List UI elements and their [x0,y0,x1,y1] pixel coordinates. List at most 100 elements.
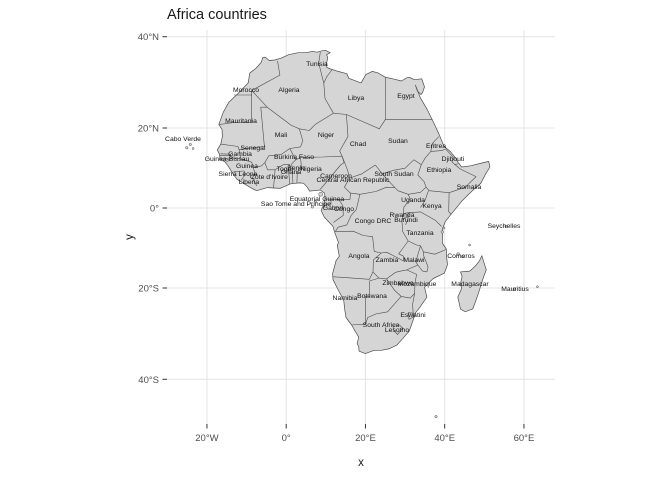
country-border [332,271,380,280]
island [512,287,517,292]
country-label: Uganda [401,197,425,204]
country-label: Madagascar [451,281,489,288]
country-label: Congo DRC [355,218,392,225]
country-label: Rwanda [390,212,415,219]
country-border [412,293,415,318]
country-label: Burundi [394,217,418,224]
country-border [406,264,418,271]
island [318,192,323,197]
country-border [240,158,254,168]
country-border [372,252,382,272]
country-border [296,157,302,183]
country-label: Senegal [241,145,266,152]
country-label: Equatorial Guinea [290,196,345,203]
country-border [324,193,351,200]
y-tick-label: 0° [150,204,159,215]
country-border [289,128,304,149]
country-border [365,277,379,325]
country-label: Central African Republic [317,177,391,184]
country-border [320,156,345,190]
country-label: Eritrea [426,143,446,150]
country-border [344,177,360,195]
country-label: Tanzania [406,230,433,237]
country-border [333,199,344,223]
country-label: Kenya [422,203,441,210]
axis-tick-marks [162,36,525,429]
country-label: Djibouti [442,156,465,163]
island [191,147,195,150]
plot-title: Africa countries [167,7,267,23]
country-border [375,164,383,174]
country-label: Somalia [457,184,482,191]
island [434,415,438,419]
country-label: South Sudan [374,171,414,178]
country-border [318,52,325,84]
country-border [251,177,258,187]
country-border [291,159,296,184]
country-label: Liberia [239,179,260,186]
country-border [219,157,232,160]
country-label: Malawi [403,257,425,264]
country-border [423,251,429,272]
country-label: Burkina Faso [274,154,314,161]
country-border [323,69,334,114]
island [504,224,508,228]
country-label: Sao Tome and Principe [261,201,331,208]
country-label: Ethiopia [427,167,452,174]
country-border [274,164,290,171]
country-label: Seychelles [488,223,521,230]
x-tick-label: 20°W [195,433,218,444]
country-labels: Tunisia Morocco Algeria Libya Egypt Mauritani… [165,61,529,334]
y-tick-label: 40°N [138,32,159,43]
country-border [220,106,268,150]
country-label: Sudan [388,138,408,145]
country-label: Lesotho [385,327,409,334]
country-label: Mauritius [501,286,529,293]
country-border [448,192,452,215]
country-border [378,277,387,280]
country-label: Libya [348,95,364,102]
country-label: Gambia [228,151,252,158]
country-border [335,194,361,232]
y-axis-title: y [124,234,136,240]
country-label: Congo [334,206,354,213]
country-label: Namibia [333,295,358,302]
country-label: Nigeria [300,166,322,173]
country-label: Tunisia [306,61,328,68]
country-border [408,240,447,255]
country-label: Zimbabwe [382,280,414,287]
country-border [273,169,276,189]
country-label: Gabon [323,205,344,212]
country-border [333,112,386,130]
country-label: Guinea [236,163,258,170]
country-label: Cameroon [320,173,352,180]
island [442,226,446,230]
country-label: Togo [277,166,292,173]
country-label: Chad [350,141,366,148]
country-label: Mozambique [398,281,437,288]
country-border [325,199,332,205]
country-border [218,95,252,125]
country-border [401,217,408,219]
country-label: Angola [348,253,369,260]
y-tick-label: 20°S [138,284,159,295]
country-border [240,170,245,181]
country-border [226,157,233,163]
island [456,252,460,256]
country-label: Algeria [278,87,299,94]
x-axis-title: x [358,457,364,469]
x-axis-tick-labels: 20°W 0° 20°E 40°E 60°E [195,433,534,444]
country-label: Benin [287,165,305,172]
country-label: Botswana [357,293,387,300]
country-border [386,278,402,297]
country-border [341,156,350,179]
country-border [385,77,433,120]
y-tick-label: 40°S [138,375,159,386]
country-border [251,167,256,178]
country-border [425,187,450,193]
island [188,143,192,146]
country-label: Morocco [233,87,259,94]
y-tick-label: 20°N [138,123,159,134]
